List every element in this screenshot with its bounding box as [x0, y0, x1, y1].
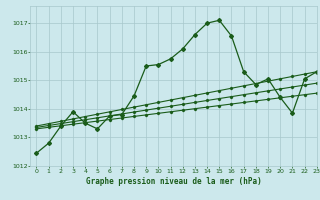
X-axis label: Graphe pression niveau de la mer (hPa): Graphe pression niveau de la mer (hPa)	[86, 177, 261, 186]
